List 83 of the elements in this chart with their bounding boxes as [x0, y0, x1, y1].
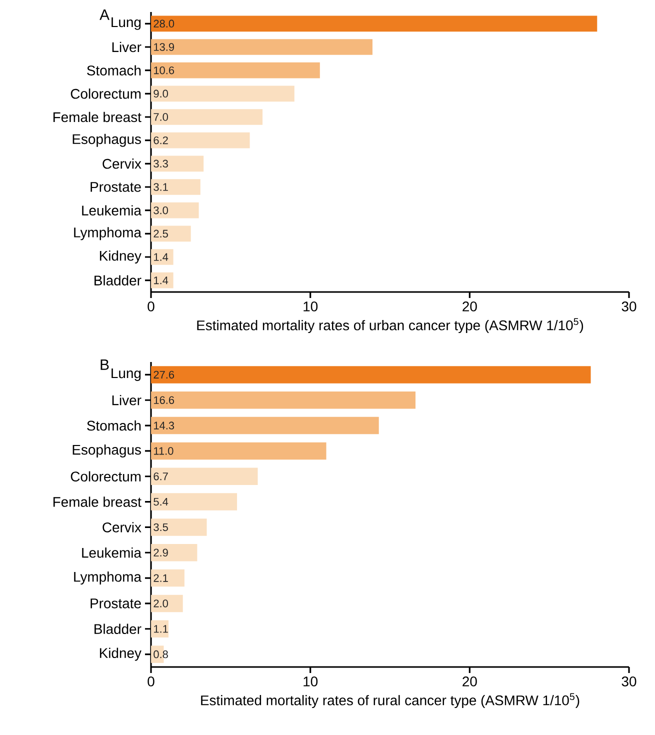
bar — [151, 442, 326, 460]
x-tick-label: 0 — [148, 676, 154, 686]
y-tick-label: Prostate — [90, 598, 141, 608]
y-tick-label: Bladder — [94, 624, 142, 634]
x-tick-label: 0 — [148, 302, 154, 312]
y-tick-label: Lung — [112, 368, 141, 381]
bar — [151, 366, 591, 384]
data-label: 13.9 — [154, 43, 174, 51]
bar — [151, 179, 200, 195]
y-tick-label: Liver — [112, 395, 142, 406]
data-label: 1.4 — [154, 276, 168, 284]
bar — [151, 594, 183, 612]
data-label: 2.0 — [154, 600, 168, 608]
bar — [151, 202, 199, 218]
y-tick-label: Colorectum — [70, 88, 141, 99]
y-tick-label: Leukemia — [82, 205, 142, 216]
bar — [151, 493, 238, 510]
data-label: 10.6 — [154, 66, 174, 74]
y-tick-label: Cervix — [102, 158, 142, 169]
x-tick-label: 10 — [304, 676, 318, 686]
bar — [151, 226, 191, 242]
y-tick-label: Female breast — [53, 112, 142, 122]
data-label: 3.3 — [154, 160, 168, 168]
y-tick-label: Prostate — [90, 182, 141, 192]
x-tick-label: 30 — [622, 676, 636, 686]
data-label: 9.0 — [154, 90, 168, 98]
bar — [151, 544, 198, 562]
data-label: 7.0 — [154, 113, 168, 121]
data-label: 3.0 — [154, 206, 168, 214]
y-tick-label: Liver — [112, 42, 142, 52]
y-tick-label: Lymphoma — [74, 572, 142, 585]
x-axis-title: Estimated mortality rates of urban cancer type (ASMRW 1/10$^{5}$) — [197, 318, 584, 334]
bar — [151, 468, 258, 486]
y-tick-label: Leukemia — [82, 548, 142, 558]
x-tick-label: 20 — [462, 676, 477, 686]
data-label: 3.5 — [154, 523, 168, 532]
data-label: 0.8 — [154, 650, 168, 658]
bar — [151, 109, 263, 125]
data-label: 3.1 — [154, 183, 168, 191]
y-tick-label: Kidney — [100, 648, 142, 661]
data-label: 6.7 — [154, 472, 168, 480]
data-label: 2.1 — [154, 574, 168, 582]
y-tick-label: Kidney — [100, 250, 142, 264]
data-label: 27.6 — [154, 370, 174, 379]
y-tick-label: Cervix — [102, 522, 142, 532]
data-label: 28.0 — [154, 20, 174, 28]
data-label: 14.3 — [154, 422, 174, 430]
data-label: 1.4 — [154, 253, 168, 261]
bar — [151, 416, 379, 434]
bar — [151, 16, 598, 32]
data-label: 6.2 — [154, 136, 168, 144]
bar — [151, 39, 372, 55]
y-tick-label: Stomach — [87, 65, 141, 76]
data-label: 16.6 — [154, 396, 174, 404]
bar — [151, 249, 174, 265]
bar — [151, 62, 320, 78]
chart-title: B — [100, 360, 109, 370]
x-axis-title: Estimated mortality rates of rural cancer type (ASMRW 1/10$^{5}$) — [201, 693, 580, 708]
y-tick-label: Esophagus — [72, 134, 141, 147]
x-tick-label: 30 — [622, 302, 636, 312]
x-tick-label: 20 — [462, 302, 477, 312]
data-label: 5.4 — [154, 498, 168, 506]
y-tick-label: Lymphoma — [74, 227, 142, 240]
chart-title: A — [100, 10, 110, 20]
data-label: 2.9 — [154, 548, 168, 557]
y-tick-label: Lung — [112, 17, 141, 30]
bar — [151, 620, 169, 638]
y-tick-label: Female breast — [53, 496, 142, 507]
data-label: 1.1 — [154, 625, 168, 633]
y-tick-label: Colorectum — [70, 471, 141, 482]
bar — [151, 391, 416, 409]
bar — [151, 569, 184, 587]
data-label: 11.0 — [154, 447, 174, 455]
bar — [151, 86, 294, 102]
x-tick-label: 10 — [304, 302, 318, 312]
y-tick-label: Esophagus — [72, 444, 141, 458]
y-tick-label: Bladder — [94, 275, 142, 286]
y-tick-label: Stomach — [87, 420, 141, 431]
bar — [151, 132, 250, 148]
bar — [151, 272, 174, 288]
data-label: 2.5 — [154, 230, 168, 238]
bar — [151, 156, 204, 172]
bar — [151, 518, 207, 536]
